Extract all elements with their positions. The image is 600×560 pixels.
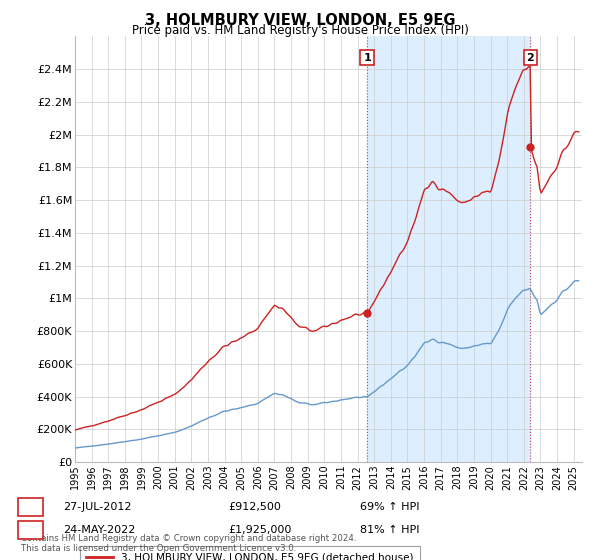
Text: £1,925,000: £1,925,000	[228, 525, 292, 535]
Bar	[367, 36, 530, 462]
Text: 27-JUL-2012: 27-JUL-2012	[63, 502, 131, 512]
Text: 2: 2	[27, 525, 34, 535]
Text: 69% ↑ HPI: 69% ↑ HPI	[360, 502, 419, 512]
Text: Contains HM Land Registry data © Crown copyright and database right 2024.
This d: Contains HM Land Registry data © Crown c…	[21, 534, 356, 553]
Text: 2: 2	[526, 53, 534, 63]
Text: Price paid vs. HM Land Registry's House Price Index (HPI): Price paid vs. HM Land Registry's House …	[131, 24, 469, 37]
Text: £912,500: £912,500	[228, 502, 281, 512]
Text: 3, HOLMBURY VIEW, LONDON, E5 9EG: 3, HOLMBURY VIEW, LONDON, E5 9EG	[145, 13, 455, 28]
Text: 24-MAY-2022: 24-MAY-2022	[63, 525, 136, 535]
Text: 1: 1	[27, 502, 34, 512]
Text: 1: 1	[363, 53, 371, 63]
Text: 81% ↑ HPI: 81% ↑ HPI	[360, 525, 419, 535]
Legend: 3, HOLMBURY VIEW, LONDON, E5 9EG (detached house), HPI: Average price, detached : 3, HOLMBURY VIEW, LONDON, E5 9EG (detach…	[80, 546, 419, 560]
